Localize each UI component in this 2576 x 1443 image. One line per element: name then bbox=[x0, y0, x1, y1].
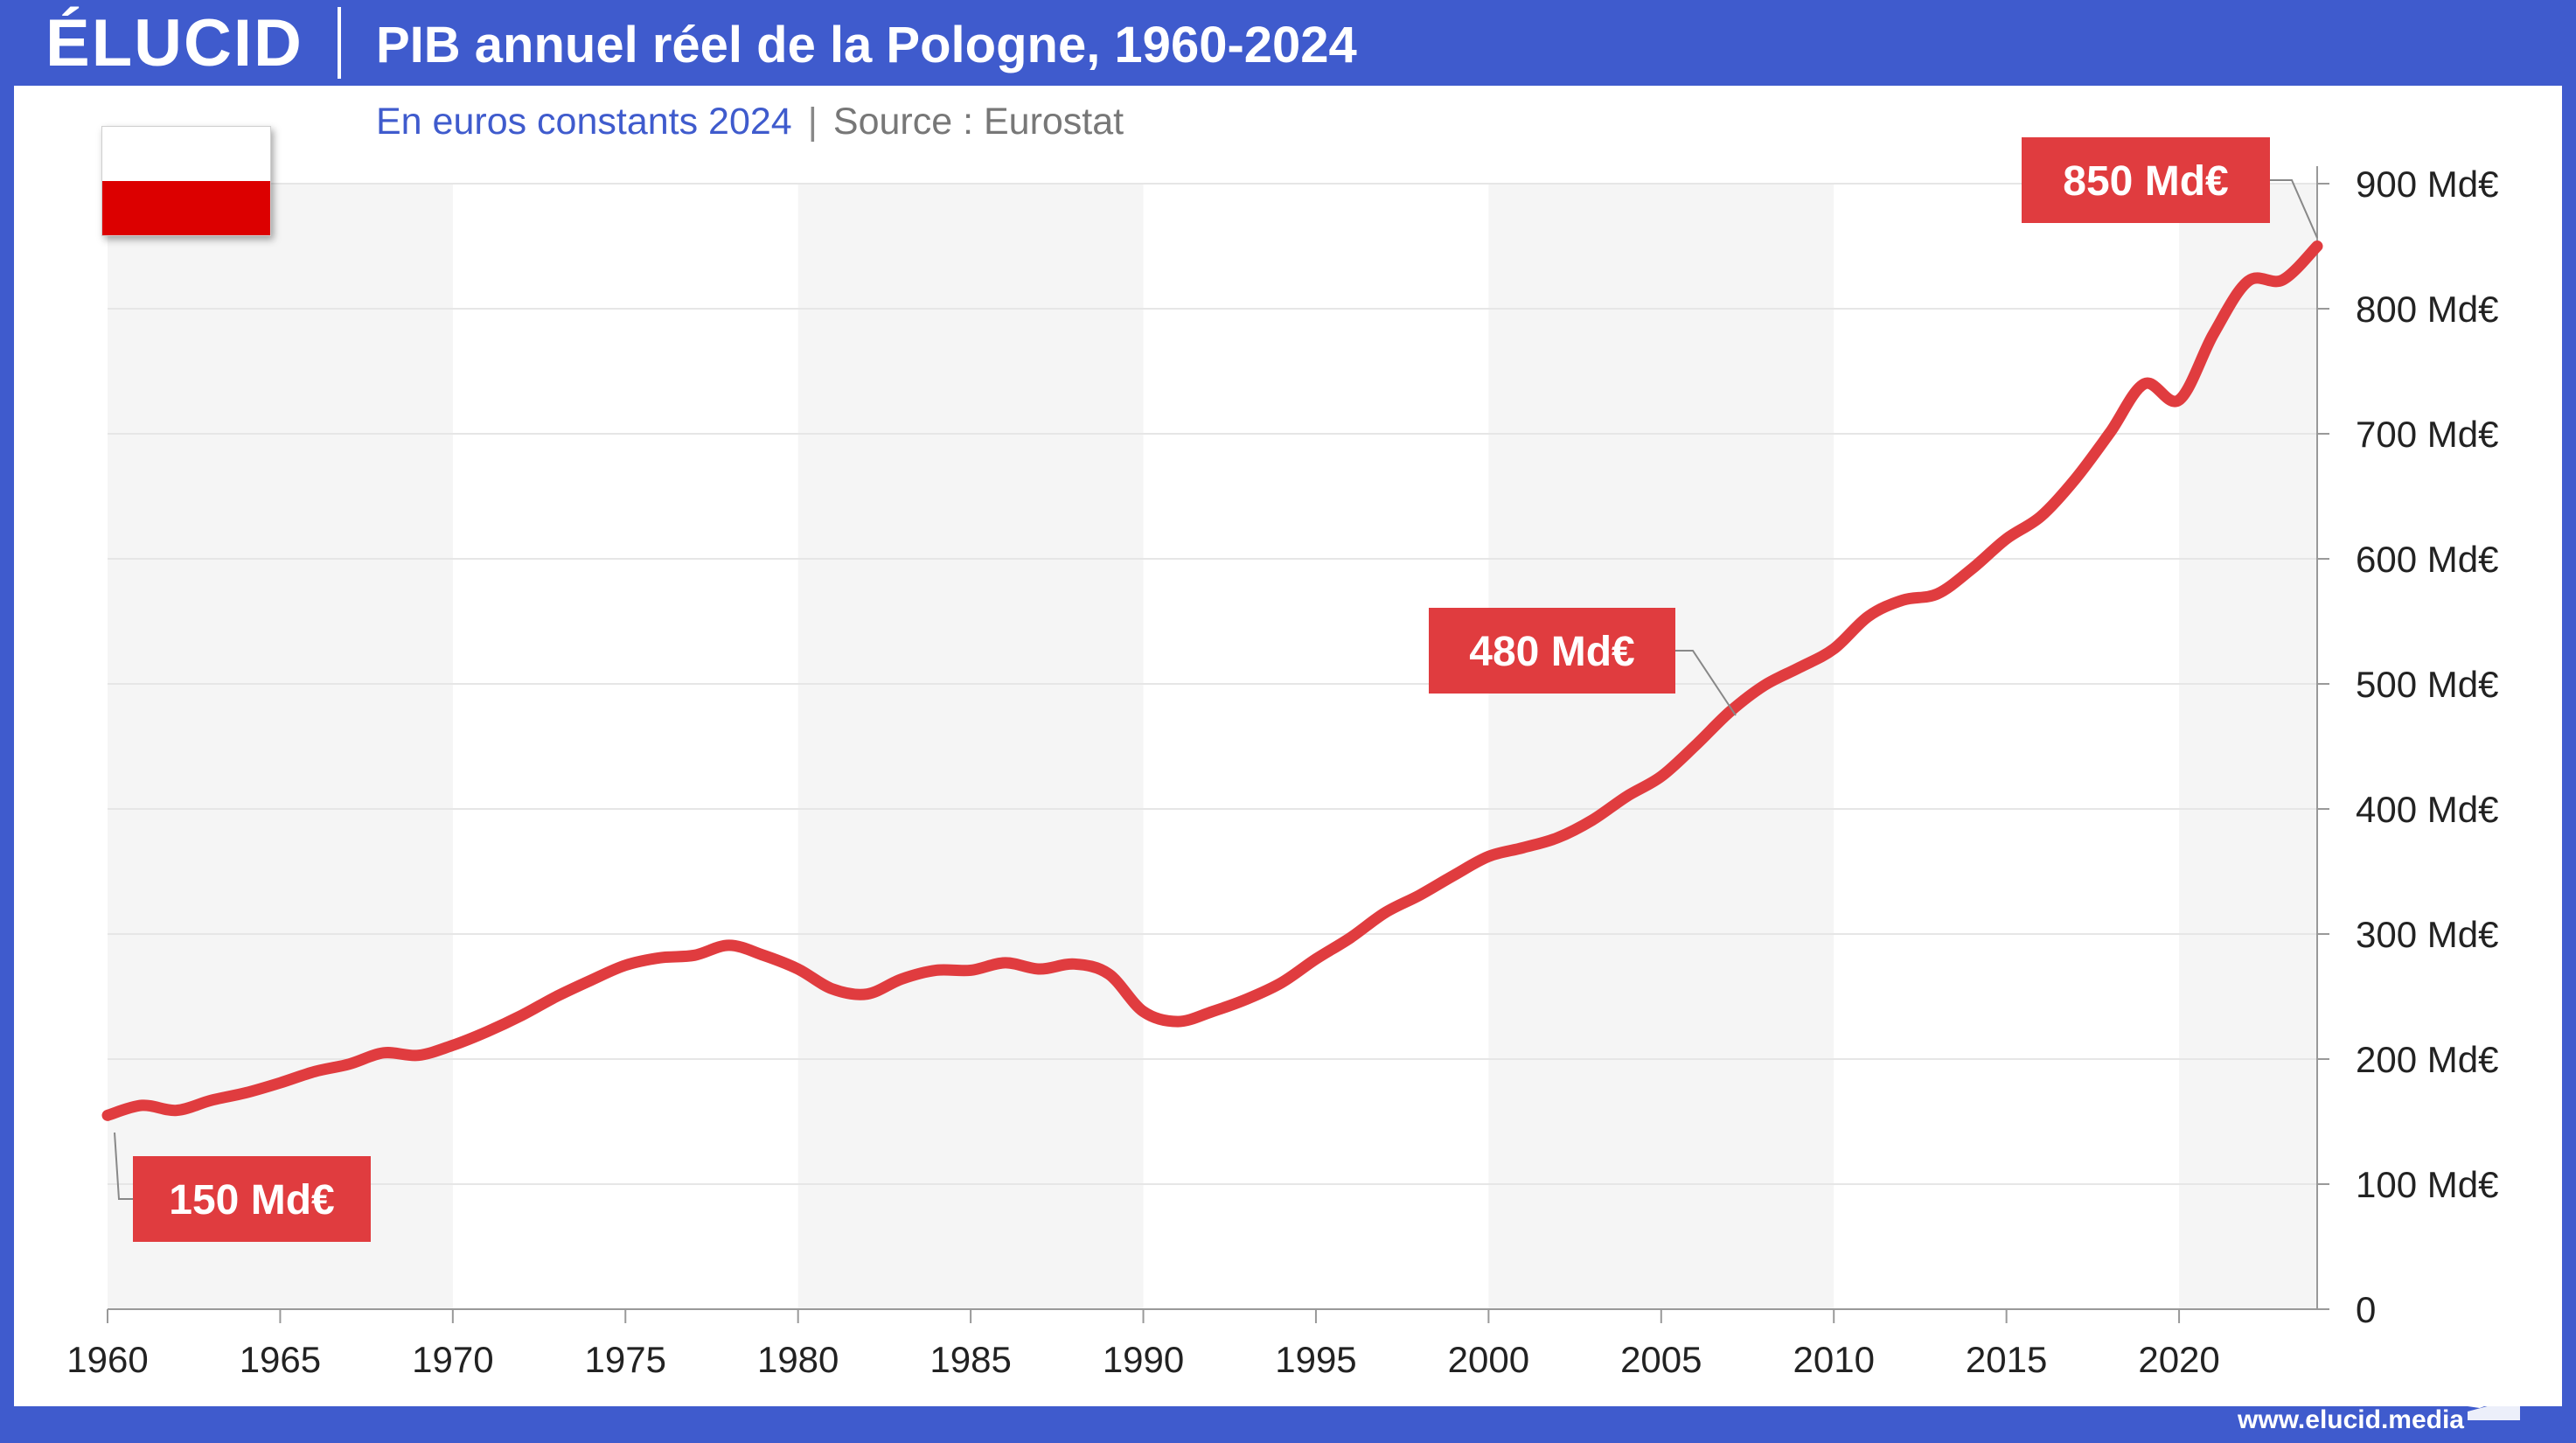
flag-white-stripe bbox=[102, 127, 270, 181]
y-tick-label: 200 Md€ bbox=[2356, 1039, 2498, 1080]
x-tick-label: 2000 bbox=[1448, 1339, 1529, 1380]
value-callout-label: 150 Md€ bbox=[169, 1177, 334, 1223]
footer-bar bbox=[0, 1406, 2576, 1443]
y-tick-label: 800 Md€ bbox=[2356, 289, 2498, 330]
x-tick-label: 1995 bbox=[1275, 1339, 1356, 1380]
elucid-mark-icon bbox=[2468, 1387, 2520, 1420]
value-callout-box bbox=[133, 1156, 371, 1242]
unit-note: En euros constants 2024 bbox=[376, 101, 792, 143]
x-tick-label: 1985 bbox=[929, 1339, 1011, 1380]
y-tick-label: 600 Md€ bbox=[2356, 539, 2498, 580]
value-callout-label: 850 Md€ bbox=[2063, 158, 2228, 205]
y-tick-label: 0 bbox=[2356, 1289, 2376, 1330]
value-callout-box bbox=[1429, 608, 1675, 694]
x-tick-label: 1975 bbox=[585, 1339, 666, 1380]
y-tick-label: 500 Md€ bbox=[2356, 664, 2498, 705]
x-tick-label: 2010 bbox=[1793, 1339, 1875, 1380]
gdp-series-line bbox=[101, 240, 2323, 1121]
callout-leader-line bbox=[2270, 179, 2318, 239]
chart-title: PIB annuel réel de la Pologne, 1960-2024 bbox=[376, 17, 1357, 73]
y-tick-label: 300 Md€ bbox=[2356, 914, 2498, 955]
y-tick-label: 900 Md€ bbox=[2356, 164, 2498, 205]
callout-leader-line bbox=[114, 1132, 133, 1200]
header-bar bbox=[0, 0, 2576, 86]
x-tick-label: 2015 bbox=[1966, 1339, 2047, 1380]
period-band bbox=[797, 184, 1144, 1309]
x-tick-label: 1980 bbox=[757, 1339, 839, 1380]
period-band bbox=[108, 184, 453, 1309]
value-callout-label: 480 Md€ bbox=[1469, 629, 1634, 675]
y-tick-label: 100 Md€ bbox=[2356, 1164, 2498, 1205]
value-callout-box bbox=[2022, 137, 2270, 223]
y-tick-label: 700 Md€ bbox=[2356, 414, 2498, 455]
x-tick-label: 2020 bbox=[2138, 1339, 2219, 1380]
header-divider bbox=[338, 7, 341, 79]
x-tick-label: 1960 bbox=[66, 1339, 148, 1380]
x-tick-label: 1990 bbox=[1103, 1339, 1184, 1380]
x-tick-label: 1965 bbox=[240, 1339, 321, 1380]
subtitle-separator: | bbox=[807, 101, 818, 143]
period-band bbox=[1488, 184, 1835, 1309]
elucid-logo[interactable]: ÉLUCID bbox=[45, 6, 303, 80]
poland-flag-icon bbox=[101, 126, 271, 236]
x-tick-label: 2005 bbox=[1620, 1339, 1702, 1380]
flag-red-stripe bbox=[102, 181, 270, 235]
chart-subtitle: En euros constants 2024 | Source : Eurosta… bbox=[376, 98, 1124, 145]
y-tick-label: 400 Md€ bbox=[2356, 789, 2498, 830]
website-link[interactable]: www.elucid.media bbox=[2238, 1405, 2464, 1434]
x-tick-label: 1970 bbox=[412, 1339, 493, 1380]
source-note: Source : Eurostat bbox=[832, 101, 1124, 143]
callout-leader-line bbox=[1675, 650, 1737, 716]
